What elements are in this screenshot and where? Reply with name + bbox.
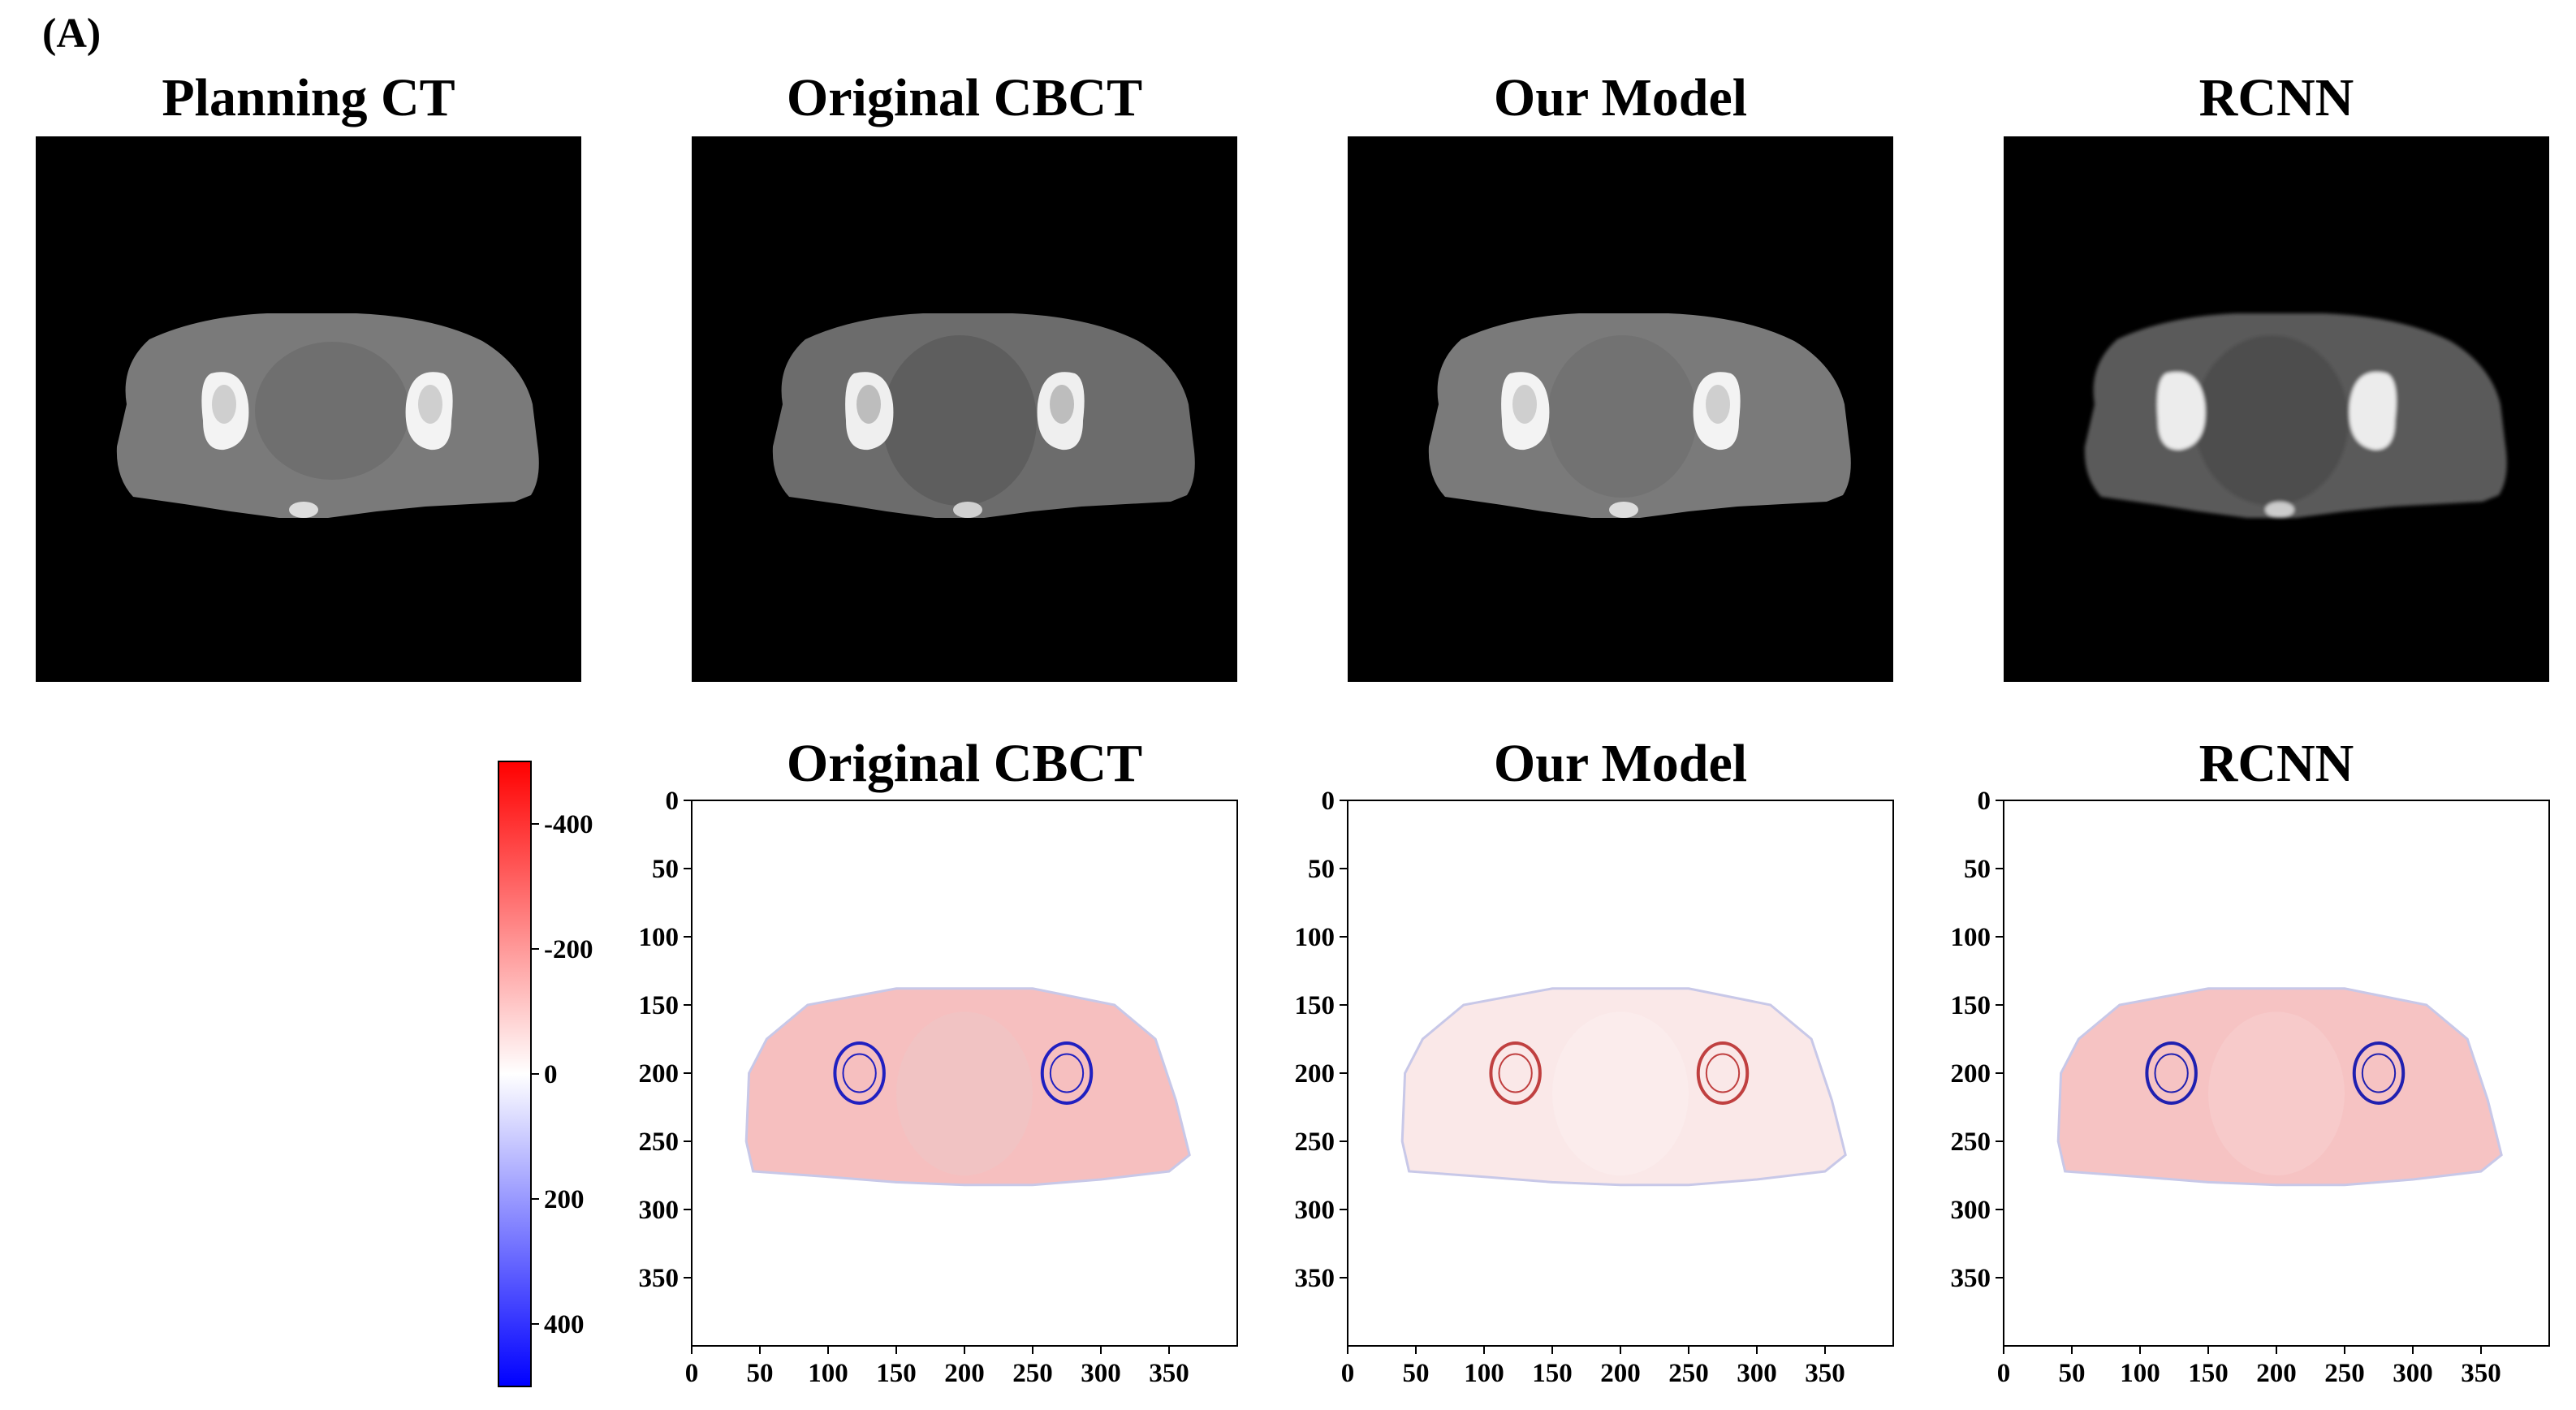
difference-map-original-cbct: 0 50 100 150 200 250 300 350 0 50 100 150 200 250 300 3… bbox=[639, 787, 1238, 1388]
difference-bone-contour bbox=[1696, 1041, 1750, 1105]
y-tick-label: 300 bbox=[1295, 1196, 1335, 1225]
difference-bone-contour bbox=[833, 1041, 886, 1105]
x-tick-label: 350 bbox=[2461, 1359, 2501, 1388]
y-tick-label: 50 bbox=[1964, 855, 1991, 884]
y-tick-label: 250 bbox=[1951, 1128, 1991, 1157]
difference-organ-region bbox=[2208, 1011, 2345, 1175]
x-tick-label: 0 bbox=[1997, 1359, 2011, 1388]
x-tick-label: 350 bbox=[1149, 1359, 1189, 1388]
y-tick-label: 0 bbox=[1978, 787, 1991, 816]
x-tick-label: 200 bbox=[2256, 1359, 2297, 1388]
x-tick-label: 250 bbox=[1012, 1359, 1053, 1388]
y-tick-label: 300 bbox=[639, 1196, 680, 1225]
x-tick-label: 350 bbox=[1805, 1359, 1845, 1388]
top-title-our-model: Our Model bbox=[1494, 68, 1747, 127]
colorbar-tick-label: -400 bbox=[544, 810, 593, 839]
top-title-original-cbct: Original CBCT bbox=[787, 68, 1142, 127]
x-tick-label: 300 bbox=[2393, 1359, 2433, 1388]
y-tick-label: 50 bbox=[1308, 855, 1335, 884]
colorbar-tick-label: 200 bbox=[544, 1185, 585, 1214]
difference-organ-region bbox=[1552, 1011, 1689, 1175]
x-tick-label: 150 bbox=[2188, 1359, 2229, 1388]
y-tick-label: 200 bbox=[639, 1059, 680, 1089]
y-tick-label: 100 bbox=[639, 923, 680, 952]
x-tick-label: 150 bbox=[876, 1359, 917, 1388]
x-tick-label: 300 bbox=[1737, 1359, 1777, 1388]
difference-bone-contour bbox=[2154, 1053, 2189, 1093]
difference-bone-contour bbox=[1489, 1041, 1542, 1105]
colorbar-tick-label: 0 bbox=[544, 1060, 558, 1089]
ct-image-rcnn bbox=[2004, 136, 2549, 682]
x-tick-label: 300 bbox=[1081, 1359, 1121, 1388]
bottom-title-our-model: Our Model bbox=[1494, 734, 1747, 793]
y-tick-label: 350 bbox=[1295, 1264, 1335, 1293]
y-tick-label: 250 bbox=[639, 1128, 680, 1157]
x-tick-label: 100 bbox=[1464, 1359, 1504, 1388]
y-tick-label: 200 bbox=[1295, 1059, 1335, 1089]
y-tick-label: 50 bbox=[652, 855, 679, 884]
difference-bone-contour bbox=[2145, 1041, 2198, 1105]
difference-bone-contour bbox=[1498, 1053, 1533, 1093]
ct-image-planning-ct bbox=[36, 136, 581, 682]
x-tick-label: 50 bbox=[2059, 1359, 2086, 1388]
y-tick-label: 250 bbox=[1295, 1128, 1335, 1157]
x-tick-label: 250 bbox=[2324, 1359, 2365, 1388]
x-tick-label: 250 bbox=[1668, 1359, 1709, 1388]
difference-bone-contour bbox=[2361, 1053, 2397, 1093]
difference-bone-contour bbox=[1049, 1053, 1085, 1093]
x-tick-label: 200 bbox=[1600, 1359, 1641, 1388]
x-tick-label: 50 bbox=[747, 1359, 774, 1388]
difference-bone-contour bbox=[2352, 1041, 2406, 1105]
difference-map-rcnn: 0 50 100 150 200 250 300 350 0 50 100 150 200 250 300 3… bbox=[1951, 787, 2550, 1388]
x-tick-label: 50 bbox=[1403, 1359, 1430, 1388]
y-tick-label: 0 bbox=[1322, 787, 1335, 816]
bottom-title-rcnn: RCNN bbox=[2199, 734, 2354, 793]
y-tick-label: 150 bbox=[1951, 991, 1991, 1020]
y-tick-label: 100 bbox=[1295, 923, 1335, 952]
y-tick-label: 0 bbox=[666, 787, 680, 816]
x-tick-label: 0 bbox=[1341, 1359, 1355, 1388]
colorbar-tick-label: 400 bbox=[544, 1310, 585, 1339]
difference-bone-contour bbox=[842, 1053, 877, 1093]
y-tick-label: 300 bbox=[1951, 1196, 1991, 1225]
colorbar-tick-label: -200 bbox=[544, 935, 593, 964]
y-tick-label: 150 bbox=[639, 991, 680, 1020]
ct-image-our-model bbox=[1348, 136, 1893, 682]
difference-organ-region bbox=[896, 1011, 1033, 1175]
x-tick-label: 150 bbox=[1532, 1359, 1573, 1388]
bottom-title-original-cbct: Original CBCT bbox=[787, 734, 1142, 793]
y-tick-label: 100 bbox=[1951, 923, 1991, 952]
ct-image-original-cbct bbox=[692, 136, 1237, 682]
x-tick-label: 0 bbox=[685, 1359, 699, 1388]
panel-label: (A) bbox=[42, 11, 101, 57]
difference-map-our-model: 0 50 100 150 200 250 300 350 0 50 100 150 200 250 300 3… bbox=[1295, 787, 1894, 1388]
difference-bone-contour bbox=[1040, 1041, 1094, 1105]
x-tick-label: 100 bbox=[808, 1359, 848, 1388]
colorbar: -400 -200 0 200 400 bbox=[498, 761, 593, 1387]
difference-bone-contour bbox=[1705, 1053, 1741, 1093]
top-title-rcnn: RCNN bbox=[2199, 68, 2354, 127]
x-tick-label: 200 bbox=[944, 1359, 985, 1388]
y-tick-label: 200 bbox=[1951, 1059, 1991, 1089]
y-tick-label: 350 bbox=[1951, 1264, 1991, 1293]
top-title-planning-ct: Planning CT bbox=[162, 68, 455, 127]
y-tick-label: 350 bbox=[639, 1264, 680, 1293]
x-tick-label: 100 bbox=[2120, 1359, 2160, 1388]
y-tick-label: 150 bbox=[1295, 991, 1335, 1020]
